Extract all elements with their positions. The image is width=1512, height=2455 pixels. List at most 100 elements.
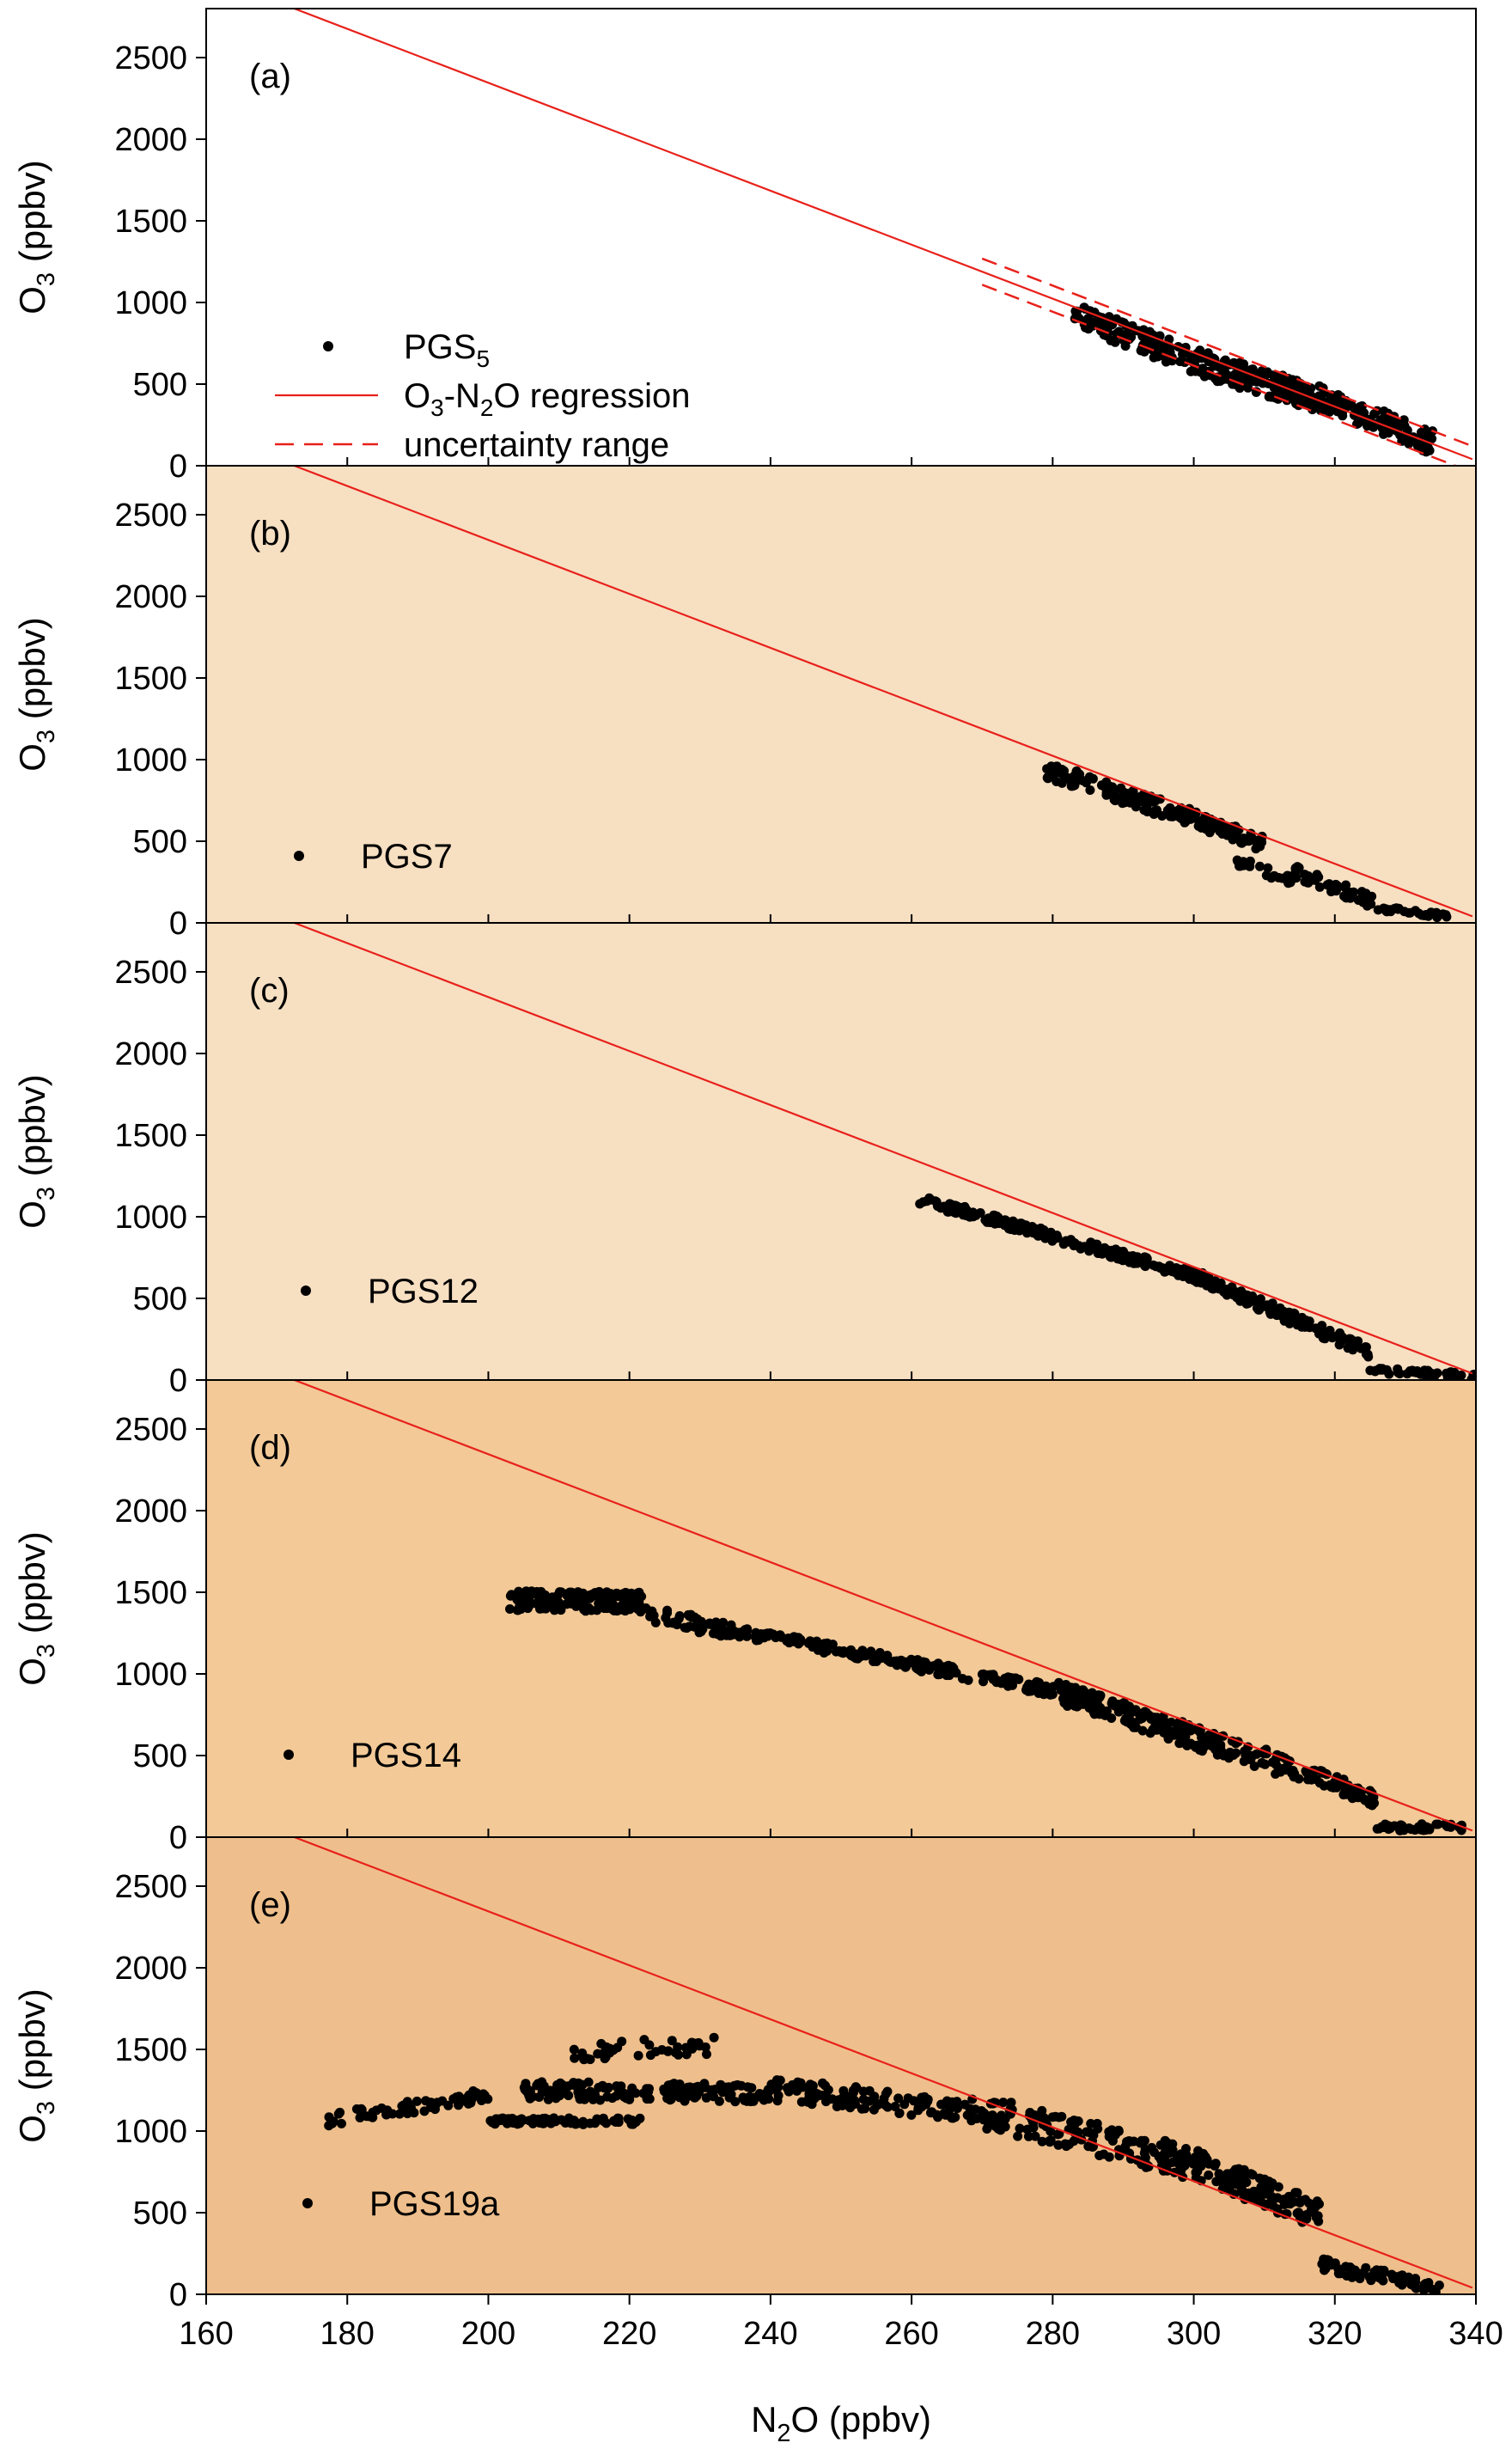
scatter-point (889, 1656, 899, 1666)
y-tick-label: 500 (133, 1738, 187, 1774)
panel-b: 0 500 1000 1500 2000 2500 O3 (ppbv) (b) PGS7 (12, 465, 1477, 942)
scatter-point (1052, 1231, 1062, 1241)
scatter-point (1407, 1365, 1418, 1376)
scatter-series-pgs7 (1042, 761, 1452, 923)
scatter-point (1162, 2147, 1173, 2158)
y-tick-label: 0 (169, 2277, 187, 2313)
scatter-series-pgs14 (505, 1586, 1466, 1835)
y-tick-label: 2000 (114, 579, 187, 615)
scatter-point (922, 1196, 932, 1206)
scatter-point (1056, 1685, 1066, 1695)
scatter-point (1169, 1730, 1180, 1740)
scatter-point (599, 1591, 609, 1601)
scatter-point (527, 1586, 537, 1597)
y-axis-title: O3 (ppbv) (12, 160, 60, 315)
scatter-point (860, 2104, 870, 2114)
scatter-point (1177, 812, 1187, 822)
scatter-point (561, 2116, 571, 2127)
scatter-point (1095, 1690, 1106, 1701)
scatter-point (1228, 834, 1238, 845)
scatter-point (923, 2097, 933, 2106)
scatter-point (729, 2080, 740, 2091)
scatter-point (394, 2109, 405, 2119)
scatter-point (982, 2124, 992, 2134)
scatter-point (556, 1587, 566, 1597)
scatter-point (1081, 778, 1091, 788)
scatter-point (814, 1643, 825, 1653)
y-tick-label: 1500 (114, 1118, 187, 1154)
scatter-point (988, 1670, 998, 1680)
x-tick-label: 240 (743, 2316, 797, 2352)
scatter-point (751, 1628, 761, 1638)
scatter-point (1019, 1224, 1029, 1235)
scatter-point (1310, 2202, 1320, 2212)
panel-label: (d) (249, 1429, 291, 1467)
legend-marker-dot (323, 341, 333, 351)
scatter-point (991, 2115, 1001, 2125)
scatter-point (948, 1663, 959, 1673)
scatter-point (858, 2094, 869, 2104)
scatter-point (668, 1618, 678, 1628)
legend-label: PGS19a (369, 2185, 500, 2223)
y-tick-label: 2500 (114, 955, 187, 991)
scatter-point (1376, 415, 1386, 424)
scatter-point (399, 2100, 409, 2110)
y-tick-label: 2000 (114, 1493, 187, 1530)
panel-background (206, 1837, 1476, 2294)
y-tick-label: 500 (133, 2195, 187, 2232)
y-tick-label: 1500 (114, 1575, 187, 1611)
scatter-point (607, 2093, 618, 2104)
scatter-point (1304, 1322, 1314, 1333)
scatter-point (1222, 1290, 1232, 1300)
scatter-point (1442, 1368, 1452, 1378)
scatter-point (1314, 391, 1324, 401)
scatter-point (1109, 795, 1119, 805)
y-axis-title: O3 (ppbv) (12, 1074, 60, 1229)
scatter-point (1290, 867, 1301, 877)
panel-a: 0 500 1000 1500 2000 2500 O3 (ppbv) (a) PGS5 O3-N… (12, 8, 1477, 485)
scatter-point (1000, 2114, 1010, 2124)
scatter-point (596, 2038, 607, 2049)
scatter-point (1232, 1292, 1242, 1303)
scatter-point (1434, 2281, 1444, 2290)
scatter-point (970, 2104, 980, 2115)
scatter-point (913, 2103, 924, 2113)
scatter-point (419, 2106, 430, 2116)
scatter-point (1058, 1239, 1069, 1249)
scatter-point (963, 1675, 973, 1685)
scatter-point (893, 2093, 904, 2104)
scatter-point (1367, 1800, 1377, 1811)
scatter-point (1180, 1267, 1191, 1277)
scatter-point (1181, 2144, 1191, 2153)
scatter-point (1191, 1270, 1201, 1280)
x-tick-label: 320 (1308, 2316, 1362, 2352)
scatter-point (593, 2049, 603, 2059)
scatter-point (685, 1611, 695, 1621)
regression-line (294, 1837, 1473, 2289)
scatter-point (709, 2032, 719, 2043)
scatter-point (1283, 376, 1293, 385)
scatter-point (1320, 2265, 1329, 2275)
scatter-point (1296, 394, 1307, 404)
scatter-point (699, 2079, 710, 2089)
scatter-point (1344, 888, 1355, 897)
scatter-point (662, 1608, 673, 1618)
scatter-point (1165, 1261, 1175, 1271)
scatter-point (577, 2048, 588, 2058)
scatter-point (899, 2099, 910, 2110)
legend-label: PGS5 (404, 328, 490, 372)
scatter-point (1193, 821, 1204, 831)
scatter-point (1191, 2167, 1201, 2177)
panel-c: 0 500 1000 1500 2000 2500 O3 (ppbv) (c) PGS12 (12, 922, 1477, 1399)
scatter-point (979, 2115, 989, 2125)
scatter-point (1393, 1364, 1403, 1374)
scatter-point (1375, 1365, 1385, 1375)
panel-background (206, 9, 1476, 466)
scatter-point (1282, 1315, 1291, 1324)
scatter-point (1092, 2118, 1102, 2128)
scatter-point (1057, 778, 1067, 788)
scatter-point (667, 2036, 677, 2046)
scatter-point (1232, 2171, 1242, 2182)
scatter-point (1023, 2131, 1033, 2141)
scatter-point (1369, 422, 1379, 432)
